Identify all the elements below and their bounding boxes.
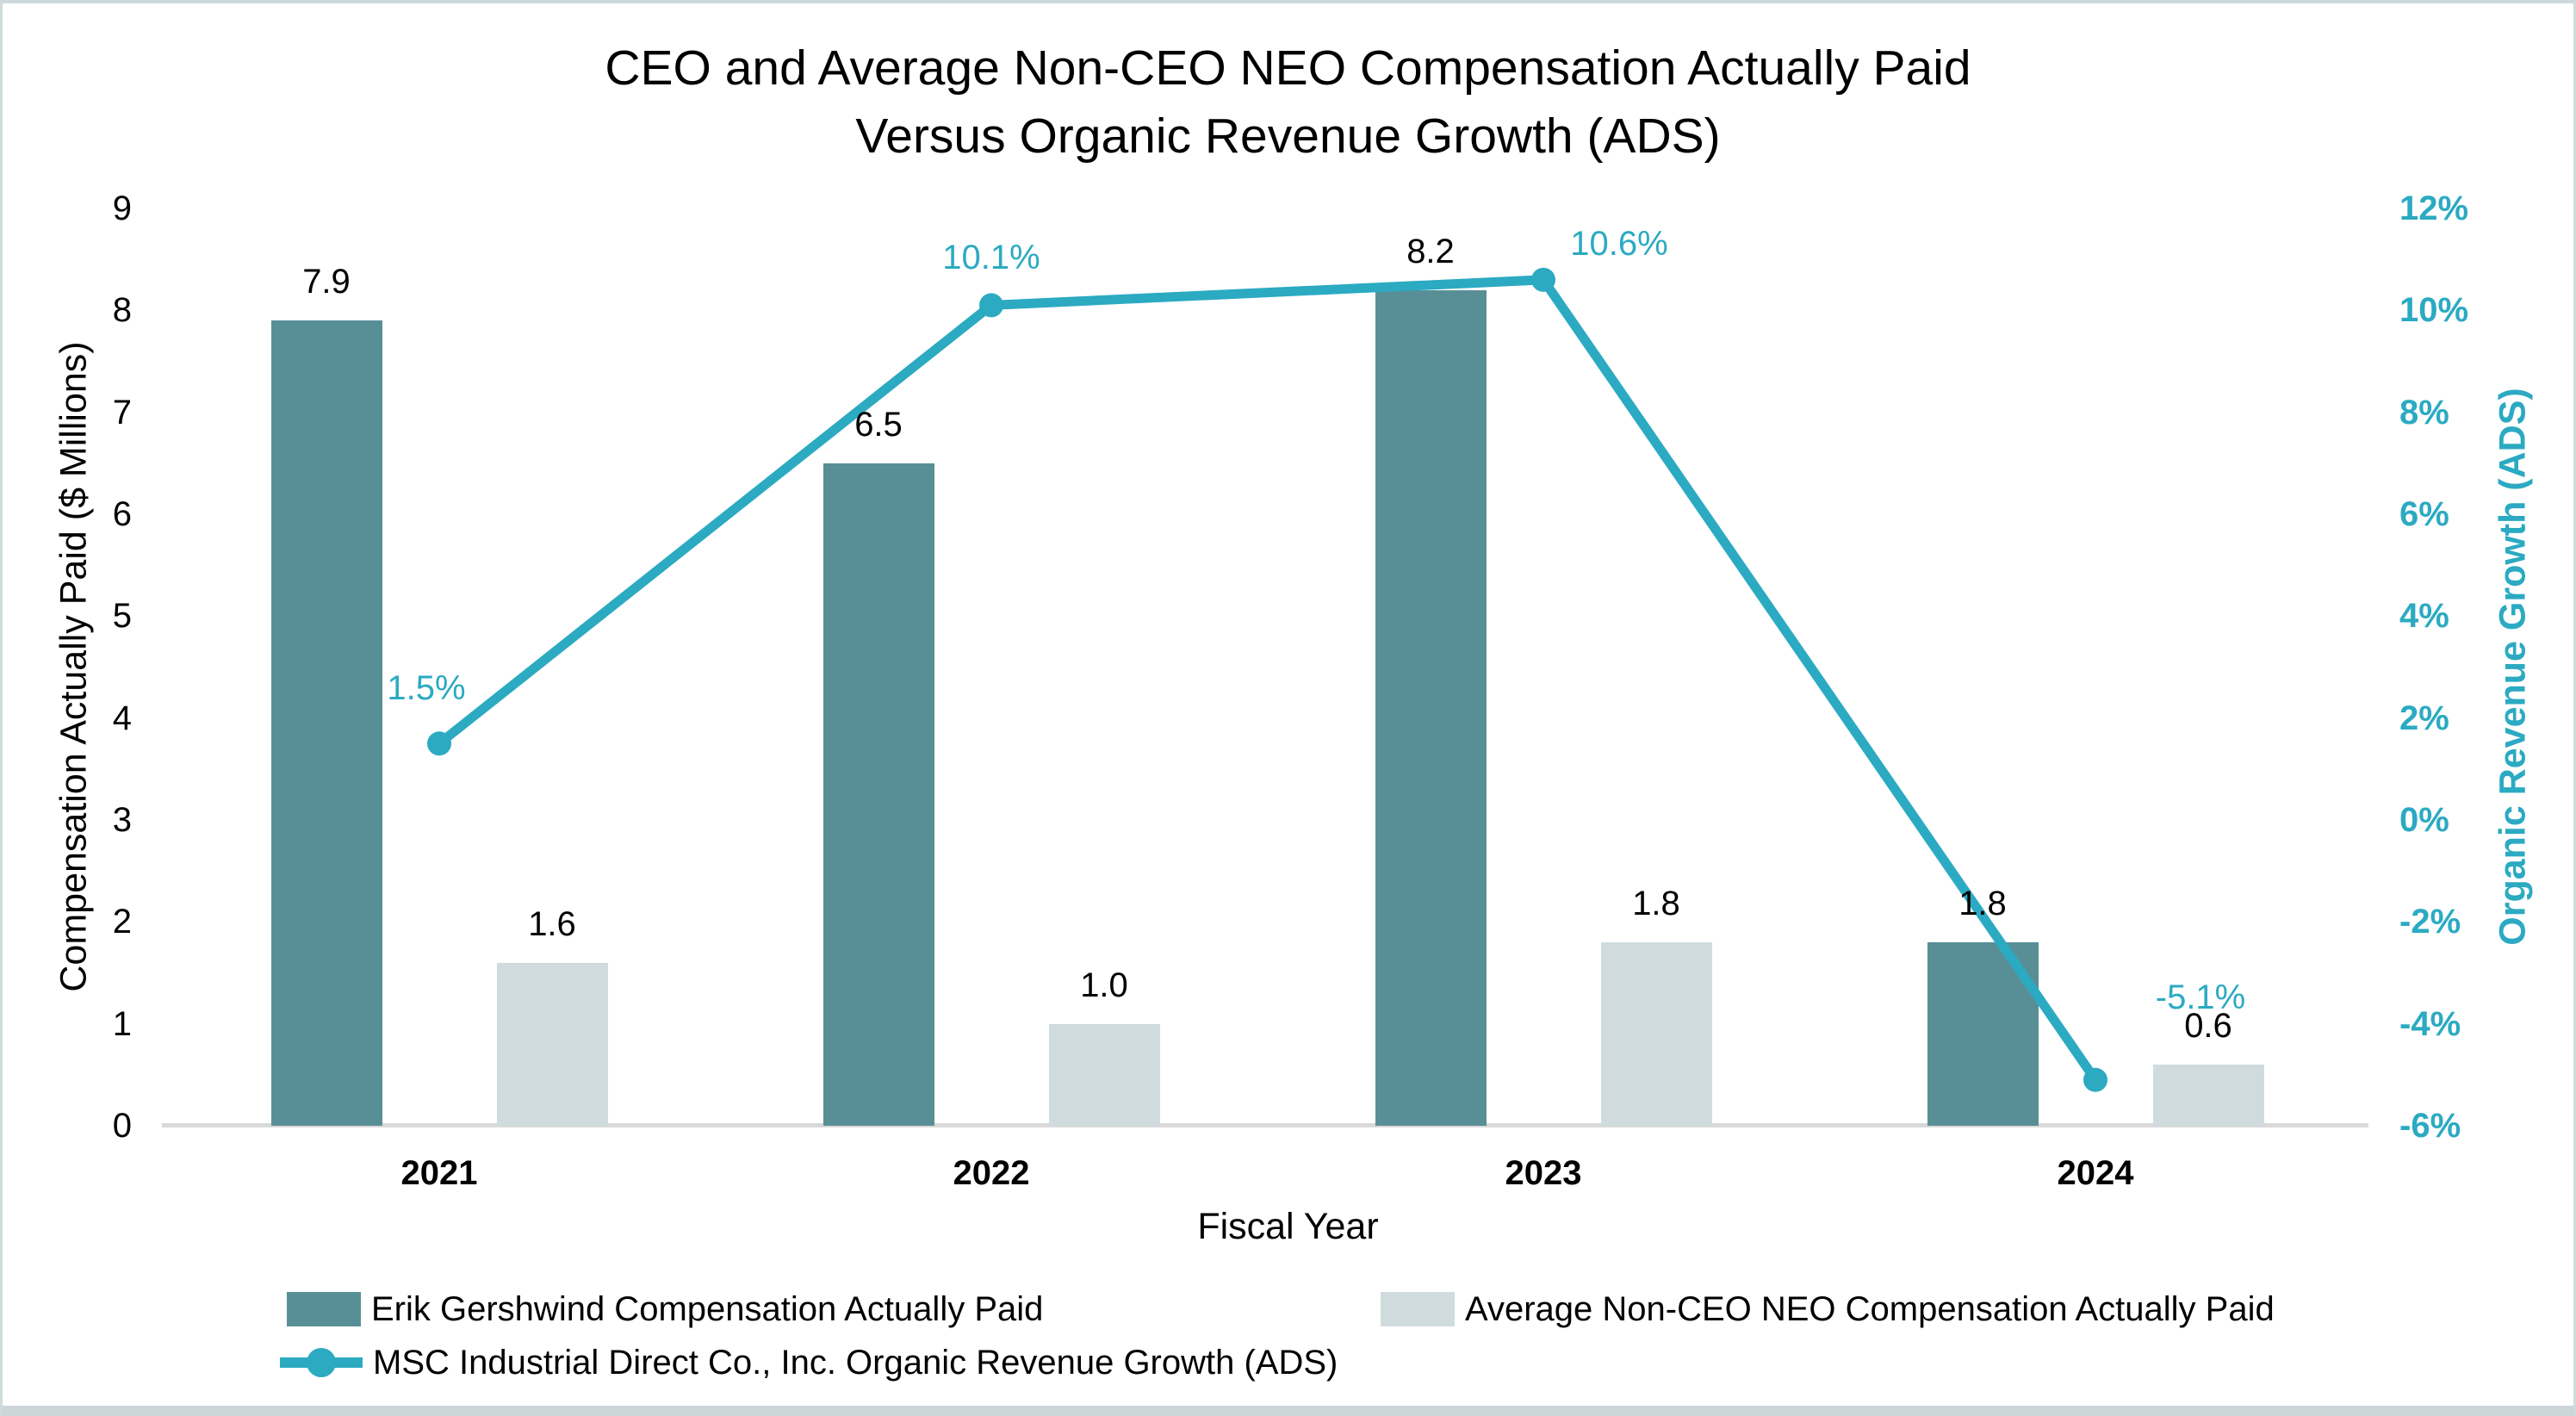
legend-swatch-line-marker-icon <box>280 1344 363 1382</box>
left-axis-tick-label: 8 <box>112 291 132 330</box>
legend-item-ceo: Erik Gershwind Compensation Actually Pai… <box>287 1290 1043 1328</box>
line-value-label: 10.6% <box>1570 224 1668 263</box>
x-axis-category-label: 2024 <box>2057 1154 2134 1192</box>
bar-value-label: 7.9 <box>302 263 351 301</box>
right-axis-tick-label: 10% <box>2399 291 2469 330</box>
line-value-label: 10.1% <box>942 239 1040 277</box>
right-axis-tick-label: 8% <box>2399 393 2449 432</box>
left-axis-tick-label: 4 <box>112 699 132 737</box>
chart-title: CEO and Average Non-CEO NEO Compensation… <box>605 40 1971 164</box>
left-axis-tick-label: 2 <box>112 903 132 941</box>
neo-bar <box>496 962 608 1126</box>
right-axis-tick-label: 2% <box>2399 699 2449 737</box>
bar-value-label: 1.6 <box>528 904 576 943</box>
line-value-label: 1.5% <box>387 669 466 708</box>
ceo-bar <box>1927 942 2039 1126</box>
ceo-bar <box>1375 289 1487 1126</box>
right-axis-tick-label: 6% <box>2399 495 2449 533</box>
left-axis-tick-label: 7 <box>112 393 132 432</box>
right-axis-tick-label: 0% <box>2399 801 2449 839</box>
left-axis-tick-label: 3 <box>112 801 132 839</box>
legend-label-growth: MSC Industrial Direct Co., Inc. Organic … <box>373 1344 1338 1382</box>
legend-swatch-ceo-bar-icon <box>287 1292 361 1326</box>
left-axis-tick-label: 6 <box>112 495 132 533</box>
left-axis-tick-label: 0 <box>112 1107 132 1145</box>
legend-swatch-neo-bar-icon <box>1381 1292 1455 1326</box>
neo-bar <box>1600 942 1712 1126</box>
left-axis-tick-label: 1 <box>112 1004 132 1043</box>
bar-value-label: 0.6 <box>2184 1007 2232 1045</box>
bar-value-label: 1.8 <box>1632 885 1680 922</box>
x-axis-title: Fiscal Year <box>1197 1206 1379 1247</box>
right-axis-tick-label: -4% <box>2399 1004 2461 1043</box>
right-axis-tick-label: -2% <box>2399 903 2461 941</box>
right-axis-tick-label: 4% <box>2399 597 2449 636</box>
legend-label-ceo: Erik Gershwind Compensation Actually Pai… <box>371 1290 1044 1328</box>
left-axis-tick-label: 9 <box>112 189 132 227</box>
x-axis-line <box>162 1123 2368 1127</box>
left-axis-tick-label: 5 <box>112 597 132 636</box>
bar-value-label: 1.8 <box>1958 885 2007 922</box>
right-axis-tick-label: 12% <box>2399 189 2469 227</box>
legend-label-neo: Average Non-CEO NEO Compensation Actuall… <box>1465 1290 2275 1328</box>
plot-area: 0 1 2 3 4 5 6 7 8 9 -6% -4% -2% 0% 2% 4% 6% 8% 10% 12% 2021 2… <box>3 3 2573 1416</box>
legend-item-growth: MSC Industrial Direct Co., Inc. Organic … <box>280 1344 1338 1382</box>
line-value-label: -5.1% <box>2155 978 2246 1016</box>
x-axis-category-label: 2021 <box>400 1154 478 1192</box>
bar-value-label: 6.5 <box>854 405 903 444</box>
x-axis-category-label: 2023 <box>1505 1154 1582 1192</box>
ceo-bar <box>270 320 382 1126</box>
bar-value-label: 1.0 <box>1080 966 1128 1004</box>
right-axis-tick-label: -6% <box>2399 1107 2461 1145</box>
neo-bar <box>1048 1023 1160 1126</box>
x-axis-category-label: 2022 <box>953 1154 1030 1192</box>
neo-bar <box>2152 1065 2264 1126</box>
legend-item-neo: Average Non-CEO NEO Compensation Actuall… <box>1381 1290 2275 1328</box>
bottom-border-strip <box>3 1406 2573 1416</box>
bar-value-label: 8.2 <box>1406 232 1455 270</box>
ceo-bar <box>822 463 934 1126</box>
